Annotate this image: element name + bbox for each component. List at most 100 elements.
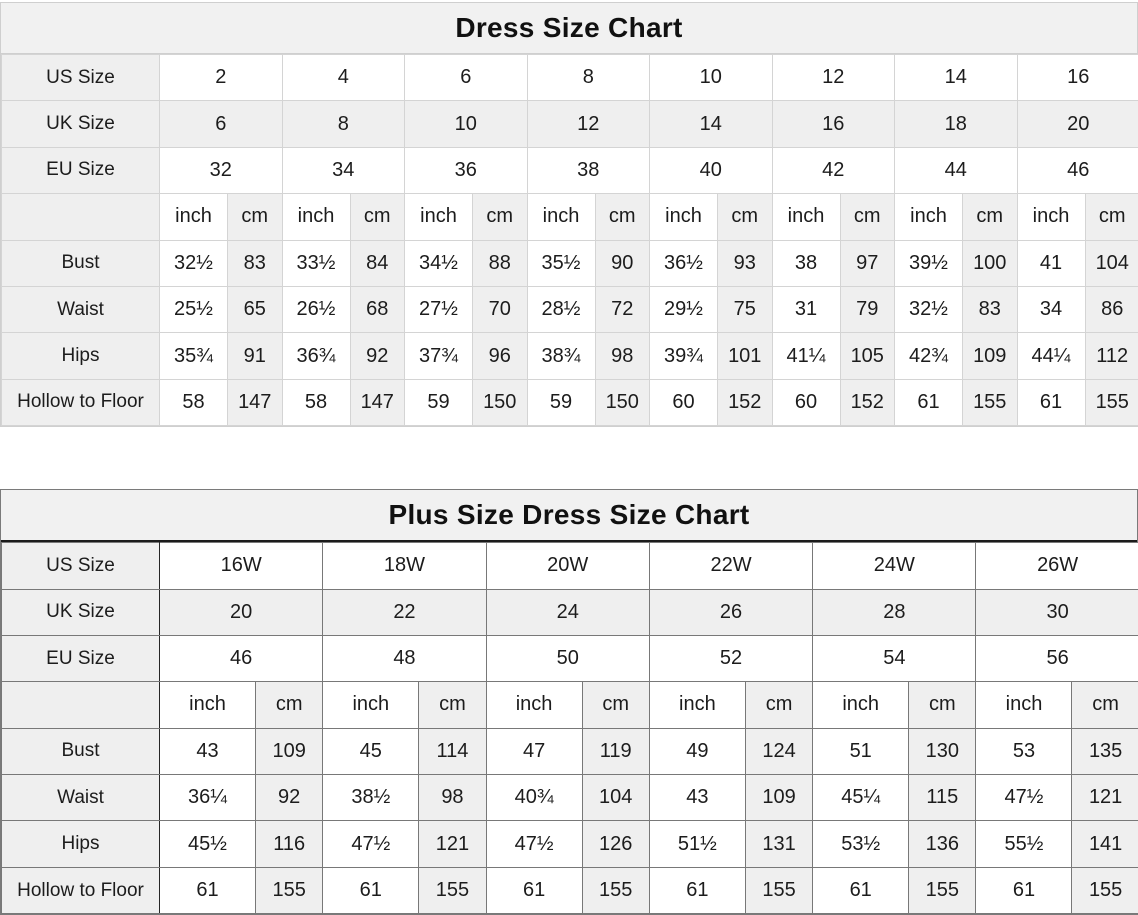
size-value-cell: 16 bbox=[1017, 55, 1138, 101]
measurement-cm-cell: 147 bbox=[228, 379, 283, 425]
size-value-cell: 52 bbox=[649, 635, 812, 681]
measurement-cm-cell: 121 bbox=[1072, 775, 1138, 821]
measurement-cm-cell: 72 bbox=[595, 286, 650, 332]
size-value-cell: 28 bbox=[813, 589, 976, 635]
measurement-inch-cell: 51 bbox=[813, 728, 909, 774]
measurement-inch-cell: 29½ bbox=[650, 286, 718, 332]
measurement-cm-cell: 155 bbox=[419, 867, 486, 913]
measurement-inch-cell: 27½ bbox=[405, 286, 473, 332]
measurement-cm-cell: 70 bbox=[473, 286, 528, 332]
measurement-inch-cell: 55½ bbox=[976, 821, 1072, 867]
measurement-inch-cell: 47½ bbox=[976, 775, 1072, 821]
measurement-inch-cell: 42¾ bbox=[895, 333, 963, 379]
size-value-cell: 12 bbox=[772, 55, 895, 101]
unit-row-label-cell bbox=[2, 682, 160, 728]
unit-inch-header-cell: inch bbox=[1017, 194, 1085, 240]
measurement-cm-cell: 141 bbox=[1072, 821, 1138, 867]
measurement-inch-cell: 61 bbox=[1017, 379, 1085, 425]
measurement-cm-cell: 112 bbox=[1085, 333, 1138, 379]
measurement-inch-cell: 61 bbox=[486, 867, 582, 913]
measurement-cm-cell: 155 bbox=[1085, 379, 1138, 425]
size-value-cell: 6 bbox=[405, 55, 528, 101]
row-label-cell: US Size bbox=[2, 543, 160, 589]
size-value-cell: 8 bbox=[527, 55, 650, 101]
measurement-inch-cell: 47½ bbox=[486, 821, 582, 867]
unit-inch-header-cell: inch bbox=[160, 682, 256, 728]
measurement-inch-cell: 39¾ bbox=[650, 333, 718, 379]
measurement-cm-cell: 104 bbox=[582, 775, 649, 821]
measurement-inch-cell: 35¾ bbox=[160, 333, 228, 379]
measurement-cm-cell: 90 bbox=[595, 240, 650, 286]
unit-cm-header-cell: cm bbox=[1085, 194, 1138, 240]
size-value-cell: 2 bbox=[160, 55, 283, 101]
measurement-inch-cell: 49 bbox=[649, 728, 745, 774]
measurement-inch-cell: 36½ bbox=[650, 240, 718, 286]
measurement-cm-cell: 65 bbox=[228, 286, 283, 332]
unit-cm-header-cell: cm bbox=[582, 682, 649, 728]
measurement-inch-cell: 26½ bbox=[282, 286, 350, 332]
size-value-cell: 10 bbox=[405, 101, 528, 147]
measurement-cm-cell: 75 bbox=[718, 286, 773, 332]
size-value-cell: 54 bbox=[813, 635, 976, 681]
unit-inch-header-cell: inch bbox=[895, 194, 963, 240]
size-value-cell: 30 bbox=[976, 589, 1138, 635]
size-value-cell: 18W bbox=[323, 543, 486, 589]
measurement-inch-cell: 61 bbox=[895, 379, 963, 425]
measurement-cm-cell: 100 bbox=[963, 240, 1018, 286]
size-value-cell: 36 bbox=[405, 147, 528, 193]
measurement-cm-cell: 83 bbox=[228, 240, 283, 286]
measurement-inch-cell: 60 bbox=[650, 379, 718, 425]
size-value-cell: 20 bbox=[1017, 101, 1138, 147]
measurement-inch-cell: 32½ bbox=[895, 286, 963, 332]
measurement-inch-cell: 45½ bbox=[160, 821, 256, 867]
unit-cm-header-cell: cm bbox=[473, 194, 528, 240]
measurement-cm-cell: 86 bbox=[1085, 286, 1138, 332]
measurement-cm-cell: 104 bbox=[1085, 240, 1138, 286]
measurement-cm-cell: 135 bbox=[1072, 728, 1138, 774]
measurement-inch-cell: 58 bbox=[282, 379, 350, 425]
unit-cm-header-cell: cm bbox=[1072, 682, 1138, 728]
size-value-cell: 6 bbox=[160, 101, 283, 147]
size-value-cell: 46 bbox=[1017, 147, 1138, 193]
size-value-cell: 20 bbox=[160, 589, 323, 635]
size-value-cell: 34 bbox=[282, 147, 405, 193]
measurement-inch-cell: 41¼ bbox=[772, 333, 840, 379]
measurement-inch-cell: 37¾ bbox=[405, 333, 473, 379]
measurement-cm-cell: 91 bbox=[228, 333, 283, 379]
dress-size-chart-title: Dress Size Chart bbox=[1, 3, 1137, 54]
measurement-cm-cell: 98 bbox=[595, 333, 650, 379]
measurement-cm-cell: 101 bbox=[718, 333, 773, 379]
size-value-cell: 8 bbox=[282, 101, 405, 147]
unit-cm-header-cell: cm bbox=[718, 194, 773, 240]
measurement-cm-cell: 105 bbox=[840, 333, 895, 379]
measurement-cm-cell: 68 bbox=[350, 286, 405, 332]
size-value-cell: 16 bbox=[772, 101, 895, 147]
measurement-cm-cell: 109 bbox=[745, 775, 812, 821]
measurement-cm-cell: 83 bbox=[963, 286, 1018, 332]
size-value-cell: 42 bbox=[772, 147, 895, 193]
measurement-inch-cell: 43 bbox=[649, 775, 745, 821]
measurement-inch-cell: 31 bbox=[772, 286, 840, 332]
unit-cm-header-cell: cm bbox=[256, 682, 323, 728]
row-label-cell: UK Size bbox=[2, 101, 160, 147]
row-label-cell: Waist bbox=[2, 775, 160, 821]
measurement-inch-cell: 44¼ bbox=[1017, 333, 1085, 379]
size-value-cell: 4 bbox=[282, 55, 405, 101]
size-value-cell: 32 bbox=[160, 147, 283, 193]
size-value-cell: 24 bbox=[486, 589, 649, 635]
measurement-inch-cell: 36¾ bbox=[282, 333, 350, 379]
unit-cm-header-cell: cm bbox=[419, 682, 486, 728]
measurement-cm-cell: 130 bbox=[909, 728, 976, 774]
unit-inch-header-cell: inch bbox=[976, 682, 1072, 728]
measurement-inch-cell: 59 bbox=[527, 379, 595, 425]
row-label-cell: Hips bbox=[2, 333, 160, 379]
row-label-cell: Bust bbox=[2, 728, 160, 774]
measurement-inch-cell: 58 bbox=[160, 379, 228, 425]
unit-inch-header-cell: inch bbox=[323, 682, 419, 728]
